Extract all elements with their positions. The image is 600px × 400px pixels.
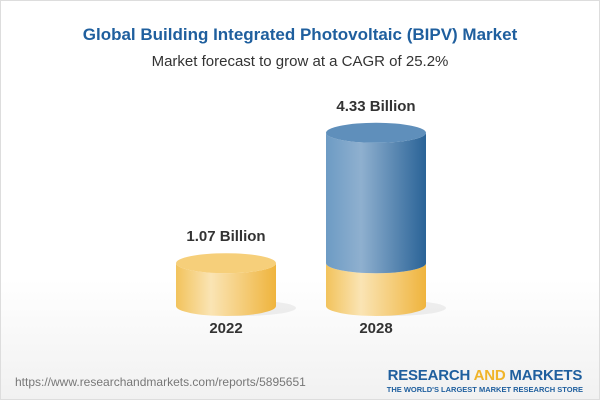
cylinder-base-2028-body (326, 263, 426, 316)
source-url[interactable]: https://www.researchandmarkets.com/repor… (15, 375, 306, 389)
research-and-markets-logo: RESEARCH AND MARKETS THE WORLD'S LARGEST… (386, 367, 583, 394)
cylinder-growth-2028-body (326, 132, 426, 274)
chart-title: Global Building Integrated Photovoltaic … (82, 25, 518, 44)
category-label: 2028 (359, 320, 392, 337)
data-label: 1.07 Billion (186, 228, 265, 245)
cylinder-base-2022-body (176, 263, 276, 316)
cylinder-base-2022-top (176, 253, 276, 274)
chart-subtitle: Market forecast to grow at a CAGR of 25.… (151, 53, 449, 70)
cylinder-growth-2028-top (326, 122, 426, 143)
category-label: 2022 (209, 320, 242, 337)
data-label: 4.33 Billion (336, 98, 415, 115)
